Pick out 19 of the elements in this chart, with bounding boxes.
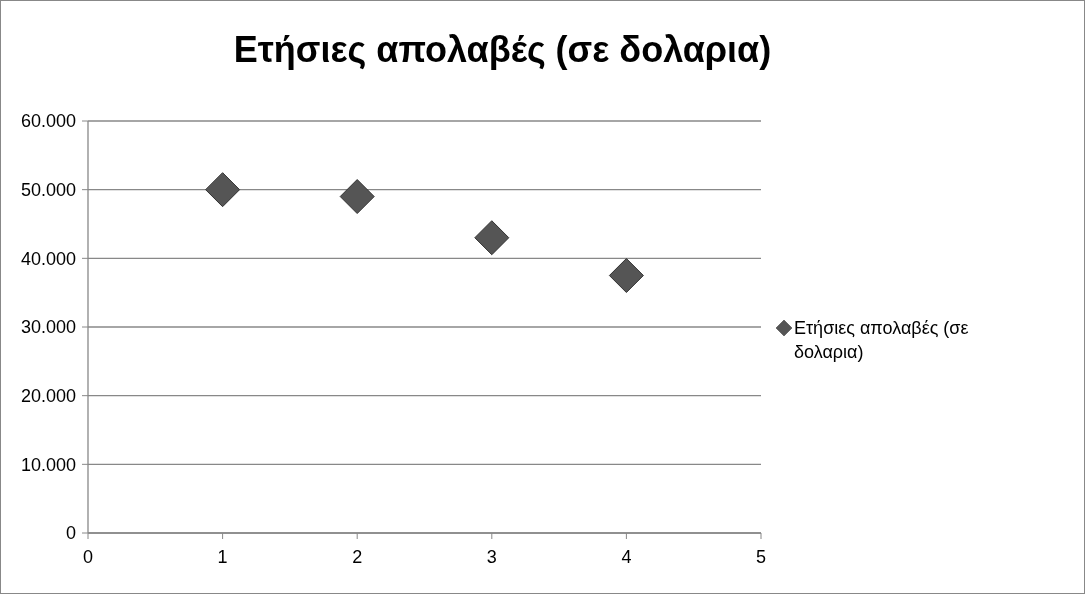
x-tick-label: 2: [352, 547, 363, 567]
x-tick-label: 1: [217, 547, 228, 567]
y-tick-label: 0: [65, 523, 76, 544]
point: [339, 179, 375, 215]
x-tick-label: 4: [621, 547, 632, 567]
y-tick-label: 50.000: [20, 179, 76, 200]
y-tick-label: 30.000: [20, 317, 76, 338]
chart-title: Ετήσιες απολαβές (σε δολαρια): [233, 29, 772, 70]
x-tick-label: 5: [755, 547, 767, 567]
y-tick-label: 40.000: [20, 248, 76, 269]
y-tick-label: 10.000: [20, 454, 76, 475]
point: [608, 258, 644, 293]
x-tick-label: 0: [82, 547, 94, 567]
point: [205, 172, 241, 208]
legend-label: Ετήσιες απολαβές (σε δολαρια): [794, 318, 969, 362]
y-tick-label: 20.000: [20, 385, 76, 406]
x-tick-label: 3: [486, 547, 497, 567]
point: [474, 220, 510, 256]
y-tick-label: 60.000: [20, 111, 76, 132]
